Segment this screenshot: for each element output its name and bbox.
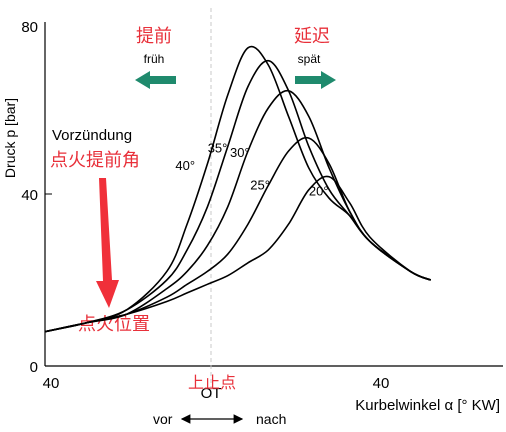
curve-label-40deg: 40° — [175, 158, 195, 173]
tdc-cn-label: 上止点 — [188, 374, 236, 392]
ignition-red-arrow — [96, 178, 119, 308]
y-tick-label-40: 40 — [21, 187, 38, 204]
early-de-label: früh — [144, 52, 165, 66]
early-cn-label: 提前 — [136, 26, 172, 46]
y-axis-label: Druck p [bar] — [2, 98, 18, 178]
curve-label-20deg: 20° — [309, 184, 329, 199]
curve-label-25deg: 25° — [250, 177, 270, 192]
curves-group — [44, 45, 432, 333]
early-arrow — [135, 71, 176, 89]
curve-labels-group: 40° 35° 30° 25° 20° — [175, 141, 328, 199]
x-tick-label-ot: OT — [201, 385, 222, 402]
x-tick-label-left-40: 40 — [43, 375, 60, 392]
late-arrow — [295, 71, 336, 89]
nach-label: nach — [256, 411, 286, 427]
curve-label-35deg: 35° — [208, 141, 228, 156]
y-tick-label-80: 80 — [21, 19, 38, 36]
x-tick-label-right-40: 40 — [373, 375, 390, 392]
late-de-label: spät — [298, 52, 321, 66]
ignition-de-label: Vorzündung — [52, 127, 132, 144]
curve-20deg — [44, 175, 432, 333]
ignition-cn-label: 点火提前角 — [50, 150, 140, 170]
curve-25deg — [44, 136, 432, 333]
late-cn-label: 延迟 — [294, 26, 330, 46]
vor-label: vor — [153, 411, 173, 427]
y-tick-label-0: 0 — [30, 359, 38, 376]
ignition-point-cn-label: 点火位置 — [78, 314, 150, 334]
curve-label-30deg: 30° — [230, 145, 250, 160]
x-axis-label: Kurbelwinkel α [° KW] — [355, 397, 500, 414]
